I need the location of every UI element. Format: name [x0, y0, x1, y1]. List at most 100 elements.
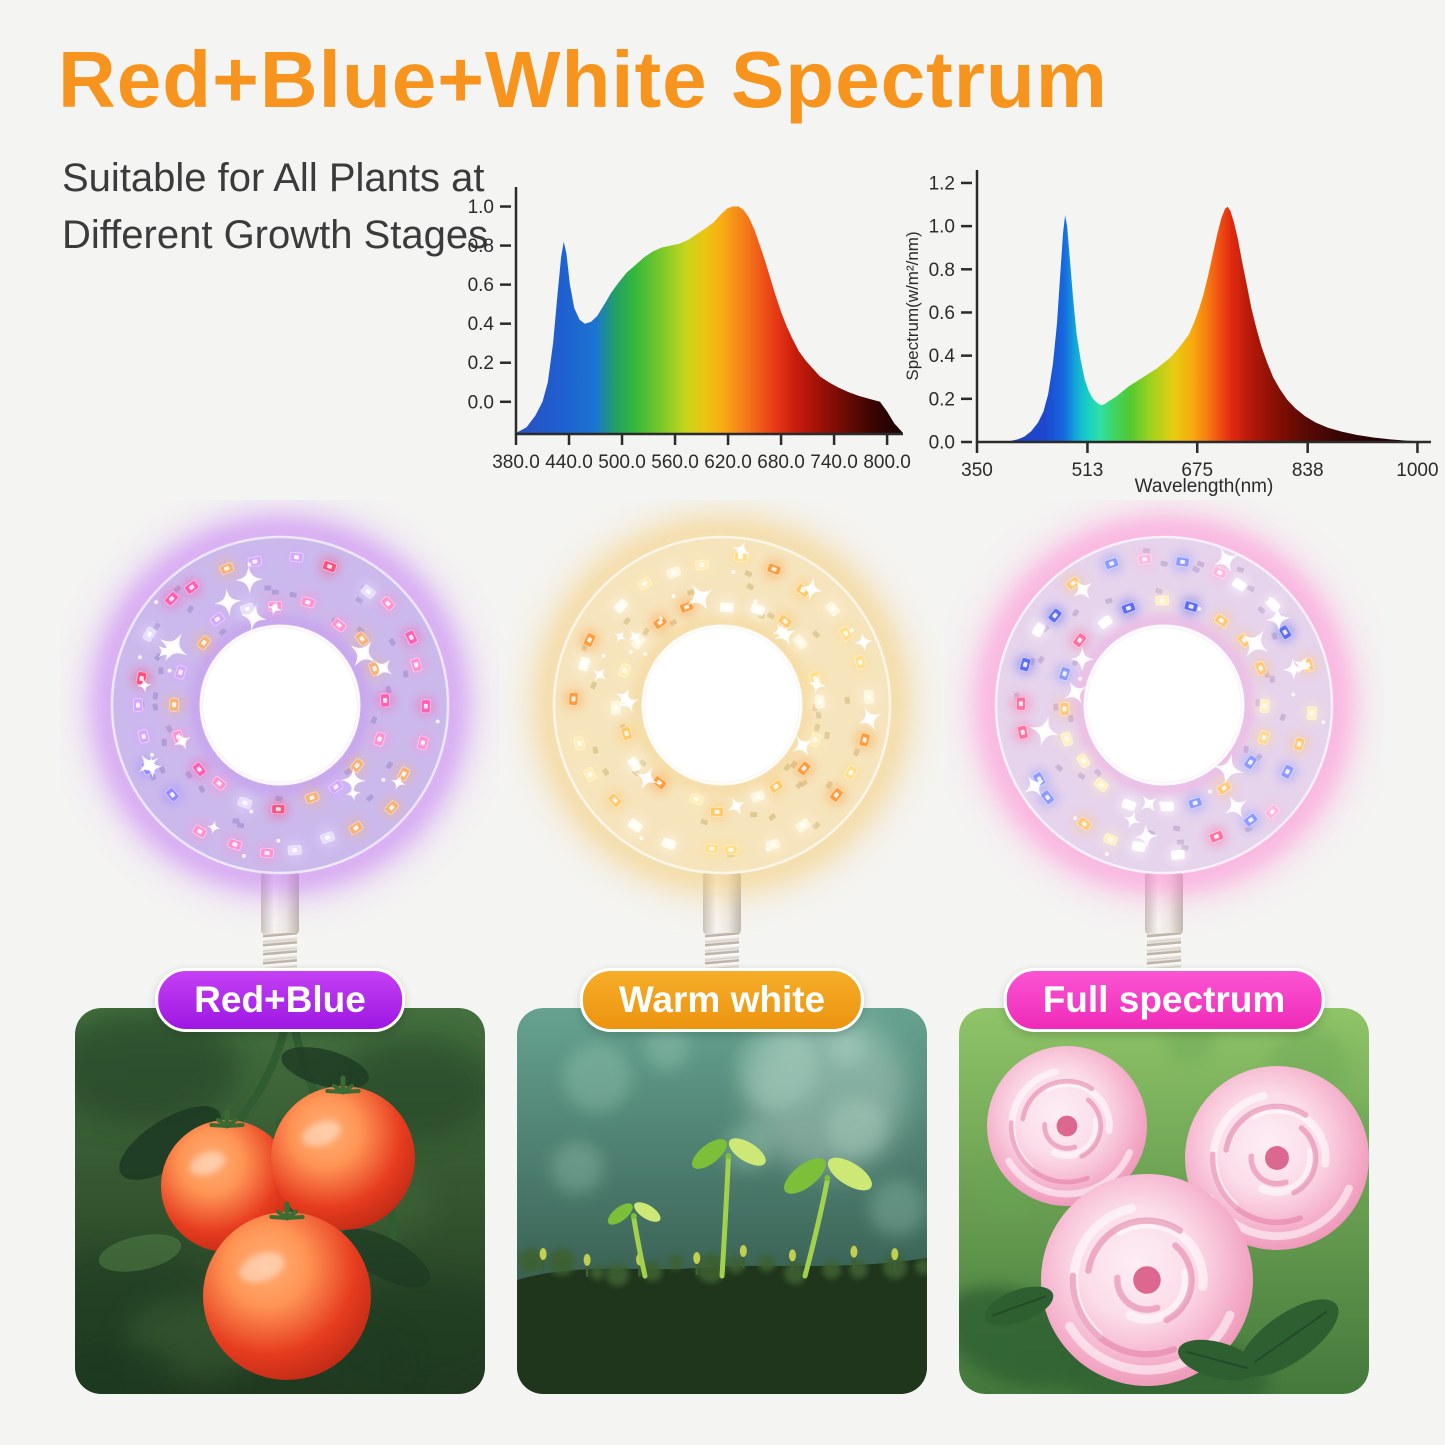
ring-body — [553, 536, 891, 874]
ring-light-warm-white — [523, 506, 921, 980]
x-tick-label: 513 — [1072, 460, 1104, 481]
led — [1118, 598, 1139, 619]
x-tick-label: 560.0 — [651, 452, 699, 472]
led — [614, 660, 635, 681]
ring-body — [995, 536, 1333, 874]
sparkle — [1024, 776, 1045, 797]
ring-center — [645, 628, 799, 782]
y-tick-label: 0.0 — [929, 433, 955, 454]
led — [1054, 699, 1075, 719]
sparkle — [374, 659, 393, 677]
sparkle — [345, 786, 361, 801]
led — [297, 592, 318, 613]
sparkle — [1264, 595, 1278, 609]
led — [1167, 844, 1188, 865]
spectrum-area — [977, 206, 1418, 442]
sparkle — [792, 735, 813, 756]
mode-label-warm-white: Warm white — [579, 968, 865, 1032]
x-tick-label: 620.0 — [704, 452, 752, 472]
led — [764, 559, 785, 580]
led — [658, 833, 679, 854]
spectrum-chart-right: 0.0 0.2 0.4 0.6 0.8 1.0 1.2 350 513 675 838 1000 Spe… — [903, 170, 1439, 497]
sparkle — [1241, 630, 1269, 657]
led — [858, 686, 879, 707]
led — [1250, 658, 1271, 679]
led — [319, 556, 340, 577]
sparkle — [800, 577, 823, 601]
sparkle — [687, 584, 713, 611]
led — [286, 547, 307, 568]
led — [189, 821, 210, 842]
sparkle — [206, 820, 221, 835]
led — [1181, 596, 1202, 617]
sparkle — [141, 756, 163, 778]
ground — [517, 1258, 927, 1394]
sparkle — [214, 588, 242, 616]
y-tick-label: 0.0 — [468, 392, 494, 413]
sparkle — [1293, 656, 1312, 675]
tomato — [271, 1086, 415, 1230]
x-tick-label: 350 — [961, 460, 993, 481]
spectrum-chart-left: 0.0 0.2 0.4 0.6 0.8 1.0 380.0 440.0 500.0 560.0 62… — [468, 187, 911, 472]
product-column-red-blue: Red+Blue — [60, 500, 500, 1394]
led — [663, 562, 684, 583]
led — [1063, 573, 1083, 594]
led — [181, 577, 202, 598]
product-column-warm-white: Warm white — [502, 500, 942, 1394]
x-tick-label: 380.0 — [492, 452, 540, 472]
photo-tomatoes — [75, 1008, 485, 1394]
sparkle — [732, 541, 751, 560]
page-subtitle: Suitable for All Plants at Different Gro… — [62, 156, 489, 257]
y-tick-label: 1.0 — [468, 197, 494, 218]
photo-seedlings — [517, 1008, 927, 1394]
led — [139, 624, 160, 645]
led — [1073, 750, 1094, 771]
led — [1118, 794, 1139, 815]
sparkle — [390, 774, 406, 790]
led — [580, 764, 601, 785]
led — [790, 632, 811, 653]
led — [401, 627, 422, 648]
led — [1091, 774, 1112, 795]
led — [835, 623, 856, 644]
led — [840, 762, 861, 783]
led — [329, 615, 350, 636]
led — [1254, 696, 1275, 717]
sparkle — [858, 707, 882, 731]
sprout — [631, 1215, 648, 1279]
sparkle — [1213, 754, 1244, 785]
y-tick-label: 1.2 — [929, 173, 955, 194]
led — [1209, 562, 1230, 583]
led — [234, 792, 255, 813]
sparkle — [1224, 795, 1248, 819]
led — [1012, 722, 1033, 743]
led — [624, 754, 645, 775]
tomato — [203, 1212, 371, 1380]
sparkle — [615, 688, 634, 707]
led — [650, 612, 671, 633]
sparkle — [1140, 795, 1158, 812]
y-tick-label: 0.6 — [468, 275, 494, 296]
led — [1128, 836, 1149, 857]
led — [1010, 693, 1031, 714]
led — [1045, 605, 1065, 626]
led — [574, 653, 595, 674]
led — [1240, 810, 1261, 830]
product-column-full-spectrum: Full spectrum — [944, 500, 1384, 1394]
led — [1095, 612, 1116, 633]
led — [747, 786, 768, 807]
y-tick-label: 0.4 — [929, 346, 956, 367]
sparkle — [727, 797, 746, 815]
sparkle — [635, 767, 658, 790]
sparkle — [159, 633, 188, 662]
led — [358, 581, 379, 602]
x-axis-label: Wavelength(nm) — [1135, 476, 1274, 497]
sparkle — [1029, 716, 1060, 747]
led — [375, 690, 396, 711]
x-tick-label: 500.0 — [598, 452, 646, 472]
led — [1289, 734, 1310, 755]
sparkle — [1213, 547, 1239, 573]
led — [1229, 574, 1250, 595]
x-tick-label: 675 — [1181, 460, 1213, 481]
